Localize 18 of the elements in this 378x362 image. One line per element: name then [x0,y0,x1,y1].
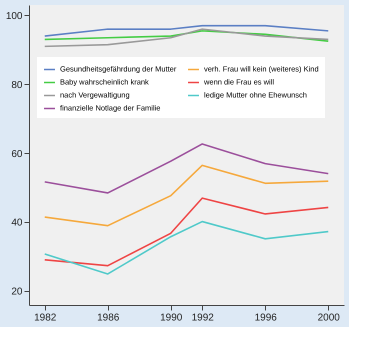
y-tick-label: 100 [6,10,23,22]
y-tick-label: 80 [11,80,23,91]
x-tick-label: 1982 [34,312,57,324]
x-tick-label: 1986 [97,312,120,324]
line-series [44,220,330,275]
x-tick-label: 1992 [192,312,214,324]
y-tick-label: 40 [11,218,23,229]
line-series [44,24,330,37]
x-tick-label: 2000 [318,312,340,324]
line-series [44,30,330,42]
line-series [44,164,330,226]
x-tick-label: 1996 [254,312,278,324]
y-tick-label: 60 [11,148,23,160]
line-series [44,143,330,194]
y-tick-label: 20 [11,286,23,298]
line-series [44,28,330,48]
x-tick-label: 1990 [160,312,183,324]
line-series [44,197,330,266]
